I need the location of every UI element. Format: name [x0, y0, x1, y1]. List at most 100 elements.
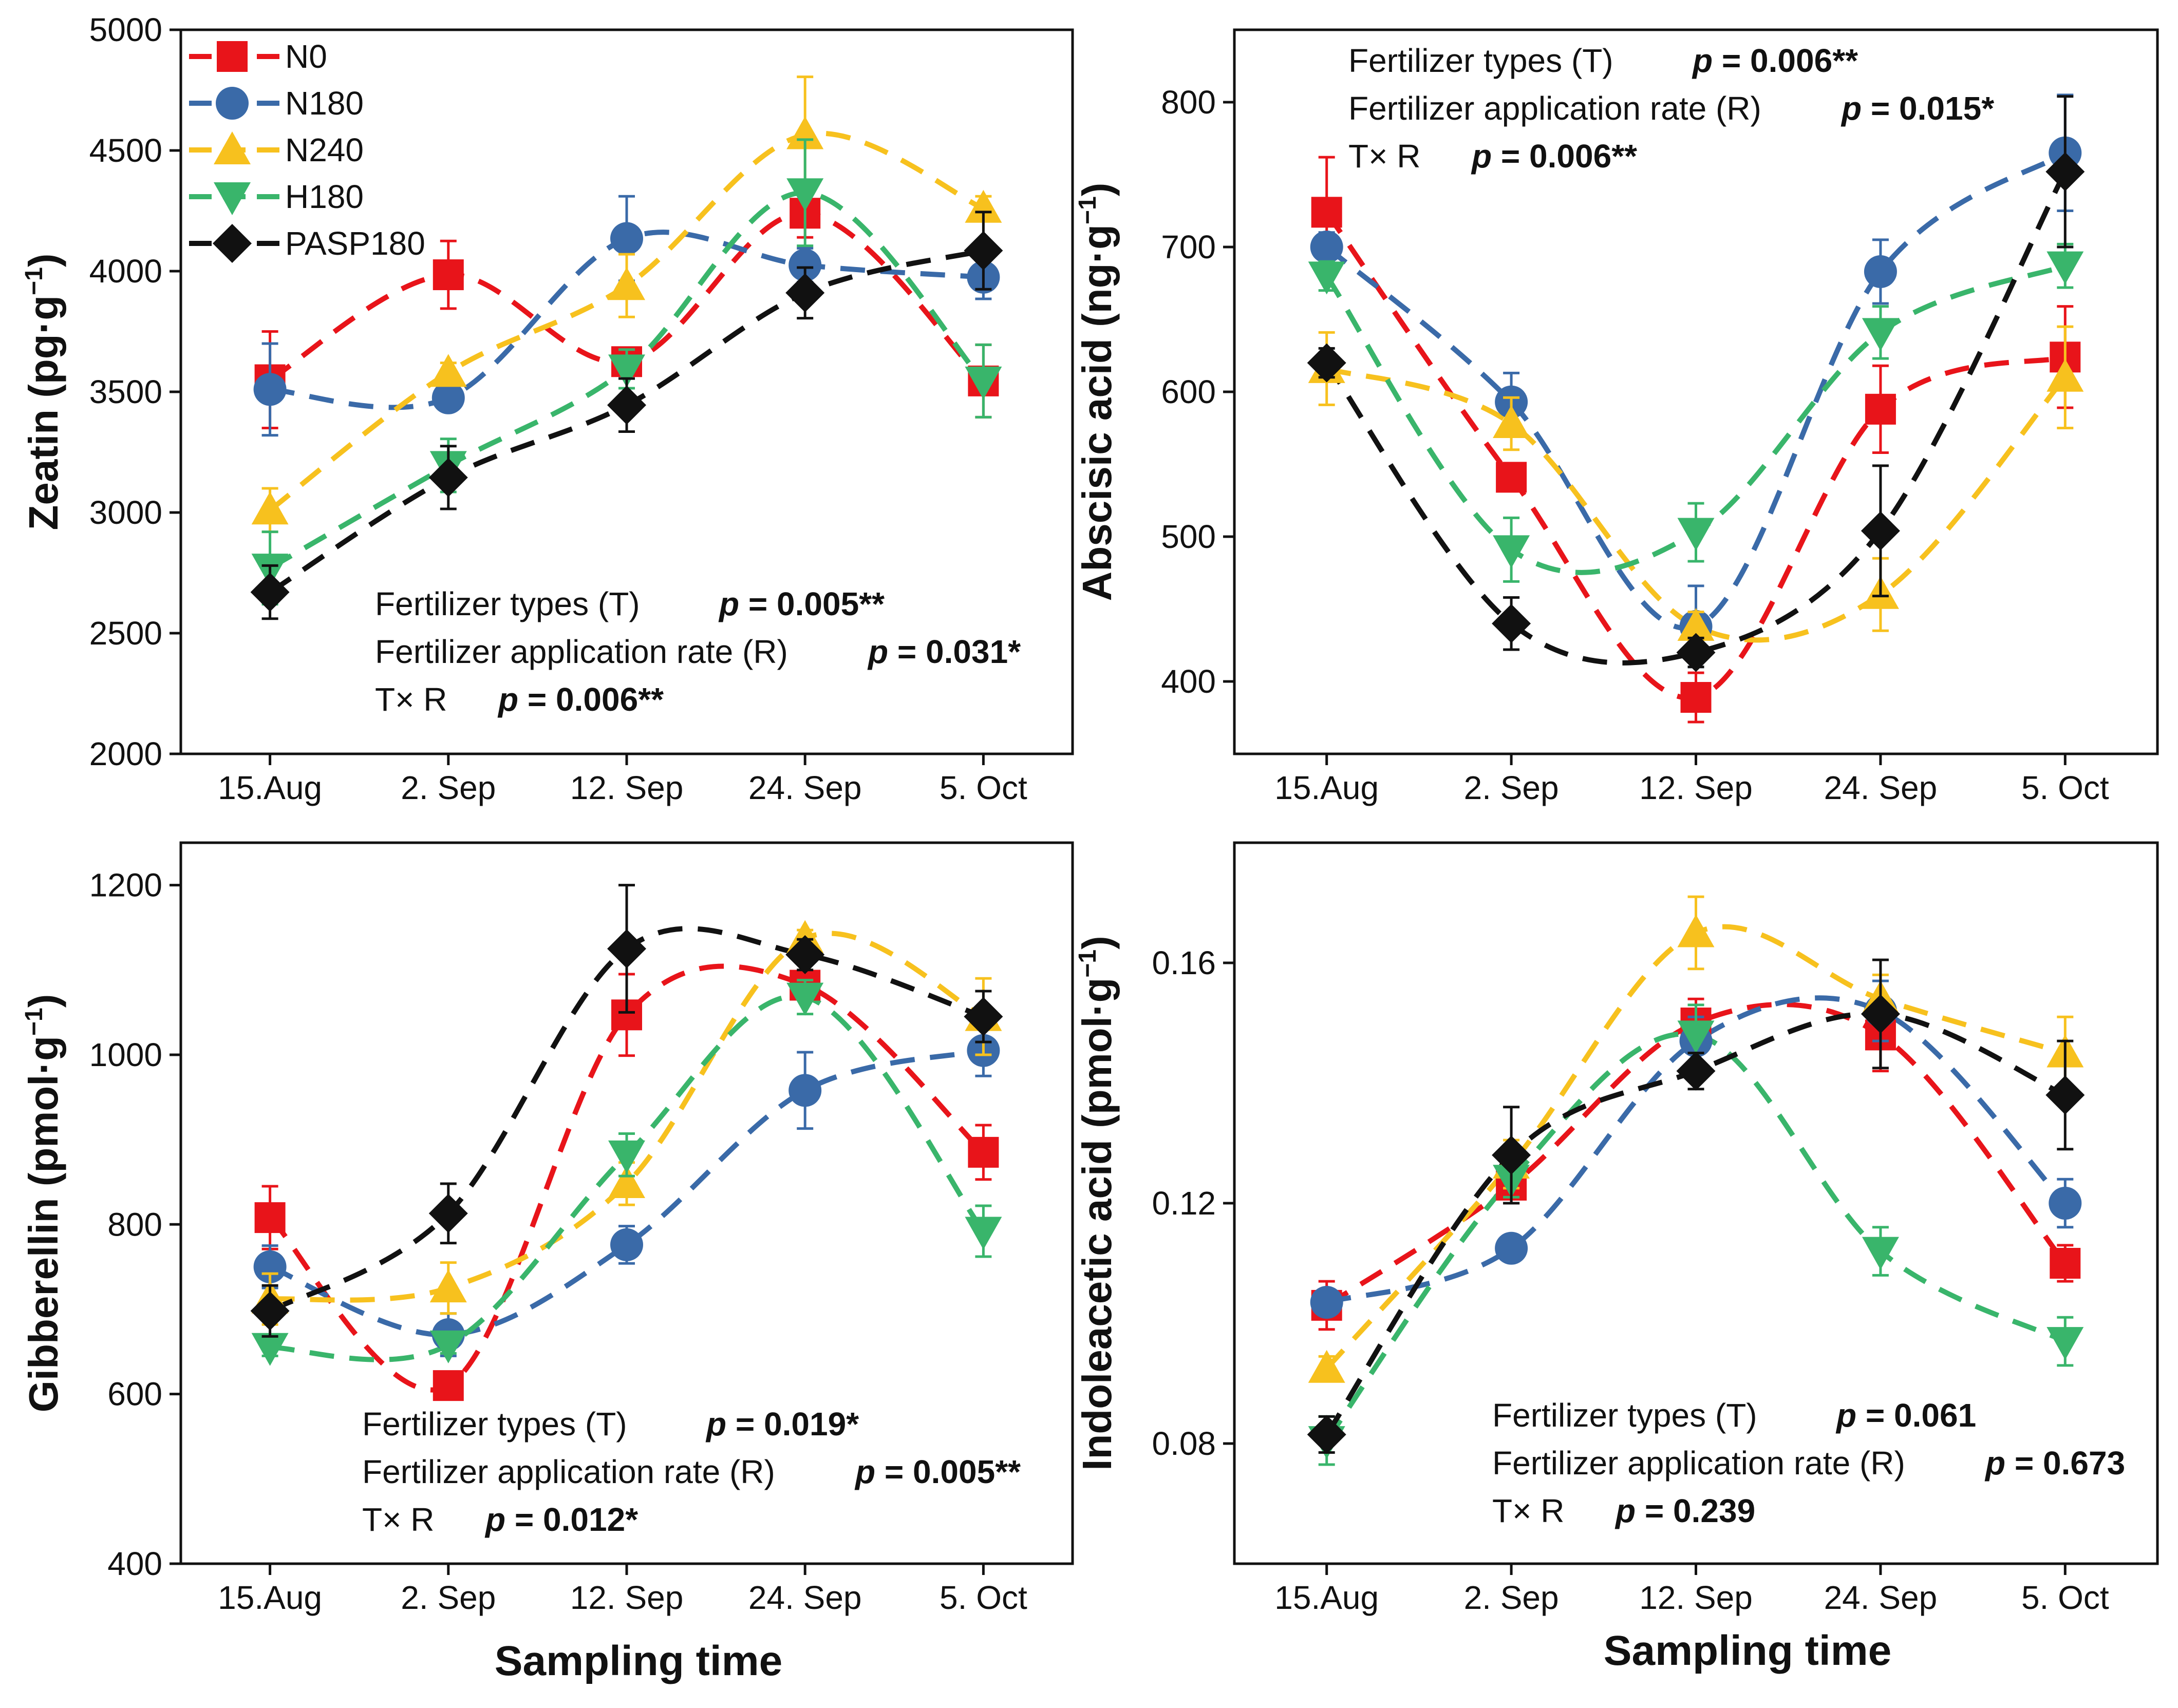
data-point-h180	[1308, 261, 1345, 295]
y-tick-label: 0.08	[1152, 1425, 1216, 1462]
data-point-pasp180	[1676, 633, 1716, 672]
y-tick-label: 400	[107, 1545, 162, 1582]
legend-label: N0	[285, 38, 327, 75]
data-point-pasp180	[607, 385, 646, 425]
stat-label: Fertilizer application rate (R)	[1348, 90, 1761, 127]
legend-label: N240	[285, 131, 364, 168]
data-point-h180	[2046, 251, 2084, 284]
data-point-n240	[251, 491, 289, 525]
data-point-n240	[965, 189, 1002, 223]
y-tick-label: 5000	[89, 11, 162, 48]
stat-label: Fertilizer application rate (R)	[1492, 1445, 1905, 1482]
data-point-h180	[251, 1333, 289, 1366]
stat-p-value: p = 0.019*	[705, 1406, 859, 1443]
data-point-n180	[610, 222, 643, 255]
legend-marker	[213, 224, 252, 263]
y-tick-label: 1000	[89, 1036, 162, 1073]
series-line-n0	[1325, 1001, 2068, 1308]
y-tick-label: 600	[107, 1376, 162, 1413]
data-point-pasp180	[250, 573, 290, 612]
data-point-n240	[608, 1165, 645, 1199]
legend-entry-n180: N180	[189, 85, 364, 122]
data-point-pasp180	[785, 935, 825, 975]
x-tick-label: 2. Sep	[401, 769, 496, 806]
series-line-n0	[268, 963, 985, 1393]
data-point-h180	[1677, 1020, 1715, 1054]
data-point-h180	[786, 982, 824, 1016]
data-point-pasp180	[1861, 994, 1900, 1034]
y-tick-label: 2000	[89, 735, 162, 772]
x-tick-label: 15.Aug	[1274, 1579, 1379, 1616]
x-tick-label: 5. Oct	[940, 1579, 1027, 1616]
legend-entry-n0: N0	[189, 38, 327, 75]
data-point-pasp180	[1307, 343, 1346, 383]
x-tick-label: 24. Sep	[748, 769, 862, 806]
data-point-pasp180	[964, 231, 1003, 271]
y-axis-label: Abscisic acid (ng·g−1)	[1074, 183, 1120, 601]
stat-p-value: p = 0.239	[1614, 1492, 1755, 1529]
series-line-pasp180	[1324, 1011, 2067, 1436]
data-point-n240	[786, 116, 824, 149]
stat-p-value: p = 0.006**	[1692, 42, 1858, 79]
x-tick-label: 5. Oct	[2021, 769, 2109, 806]
data-point-n0	[1865, 393, 1896, 425]
data-point-pasp180	[1676, 1051, 1716, 1091]
y-tick-label: 4500	[89, 132, 162, 169]
data-point-n180	[1864, 255, 1897, 288]
stat-p-value: p = 0.006**	[1471, 138, 1637, 175]
data-point-n180	[253, 373, 287, 406]
x-tick-label: 2. Sep	[1464, 769, 1559, 806]
x-tick-label: 24. Sep	[748, 1579, 862, 1616]
data-point-h180	[429, 1330, 467, 1363]
stat-p-value: p = 0.012*	[484, 1501, 638, 1538]
y-tick-label: 3500	[89, 373, 162, 410]
indoleacetic-acid-panel: 0.08 0.12 0.16 15.Aug 2. Sep 12. Sep 24. Sep 5.…	[1074, 841, 2159, 1616]
x-tick-label: 24. Sep	[1824, 769, 1938, 806]
stat-label: Fertilizer types (T)	[1492, 1397, 1757, 1434]
data-point-n240	[1677, 914, 1715, 947]
legend-marker	[217, 41, 248, 72]
stat-label: Fertilizer types (T)	[375, 585, 640, 622]
data-point-h180	[965, 366, 1002, 400]
stat-label: T× R	[1348, 138, 1420, 175]
data-point-pasp180	[250, 1291, 290, 1331]
data-point-pasp180	[428, 458, 468, 497]
x-tick-label: 5. Oct	[940, 769, 1027, 806]
y-tick-label: 4000	[89, 253, 162, 290]
series-line-n180	[1325, 150, 2067, 631]
legend-entry-n240: N240	[189, 131, 364, 168]
data-point-h180	[1862, 318, 1899, 351]
data-point-n0	[1680, 682, 1712, 713]
x-axis-label-left: Sampling time	[495, 1638, 782, 1684]
stat-label: T× R	[1492, 1492, 1564, 1529]
stat-p-value: p = 0.061	[1835, 1397, 1976, 1434]
x-tick-label: 5. Oct	[2021, 1579, 2109, 1616]
data-point-pasp180	[2045, 152, 2085, 192]
data-point-h180	[786, 178, 824, 212]
x-tick-label: 15.Aug	[1274, 769, 1379, 806]
x-tick-label: 24. Sep	[1824, 1579, 1938, 1616]
legend-marker	[214, 131, 251, 164]
stat-p-value: p = 0.005**	[718, 585, 885, 622]
y-tick-label: 800	[1161, 84, 1216, 121]
y-tick-label: 400	[1161, 663, 1216, 700]
legend-label: N180	[285, 85, 364, 122]
data-point-n180	[1310, 1286, 1343, 1319]
y-tick-label: 600	[1161, 373, 1216, 410]
series-line-pasp180	[269, 926, 985, 1314]
stat-p-value: p = 0.005**	[854, 1453, 1021, 1490]
data-point-n0	[1311, 197, 1342, 228]
data-point-n0	[433, 259, 464, 291]
data-point-n180	[253, 1250, 287, 1283]
y-tick-label: 1200	[89, 867, 162, 904]
data-point-n240	[1493, 405, 1530, 439]
y-tick-label: 500	[1161, 518, 1216, 555]
series-line-n180	[1326, 995, 2067, 1305]
data-point-h180	[1862, 1237, 1899, 1270]
stat-label: Fertilizer types (T)	[362, 1406, 627, 1443]
data-point-n0	[433, 1370, 464, 1401]
legend-entry-pasp180: PASP180	[189, 224, 425, 263]
data-point-n0	[1496, 462, 1527, 493]
